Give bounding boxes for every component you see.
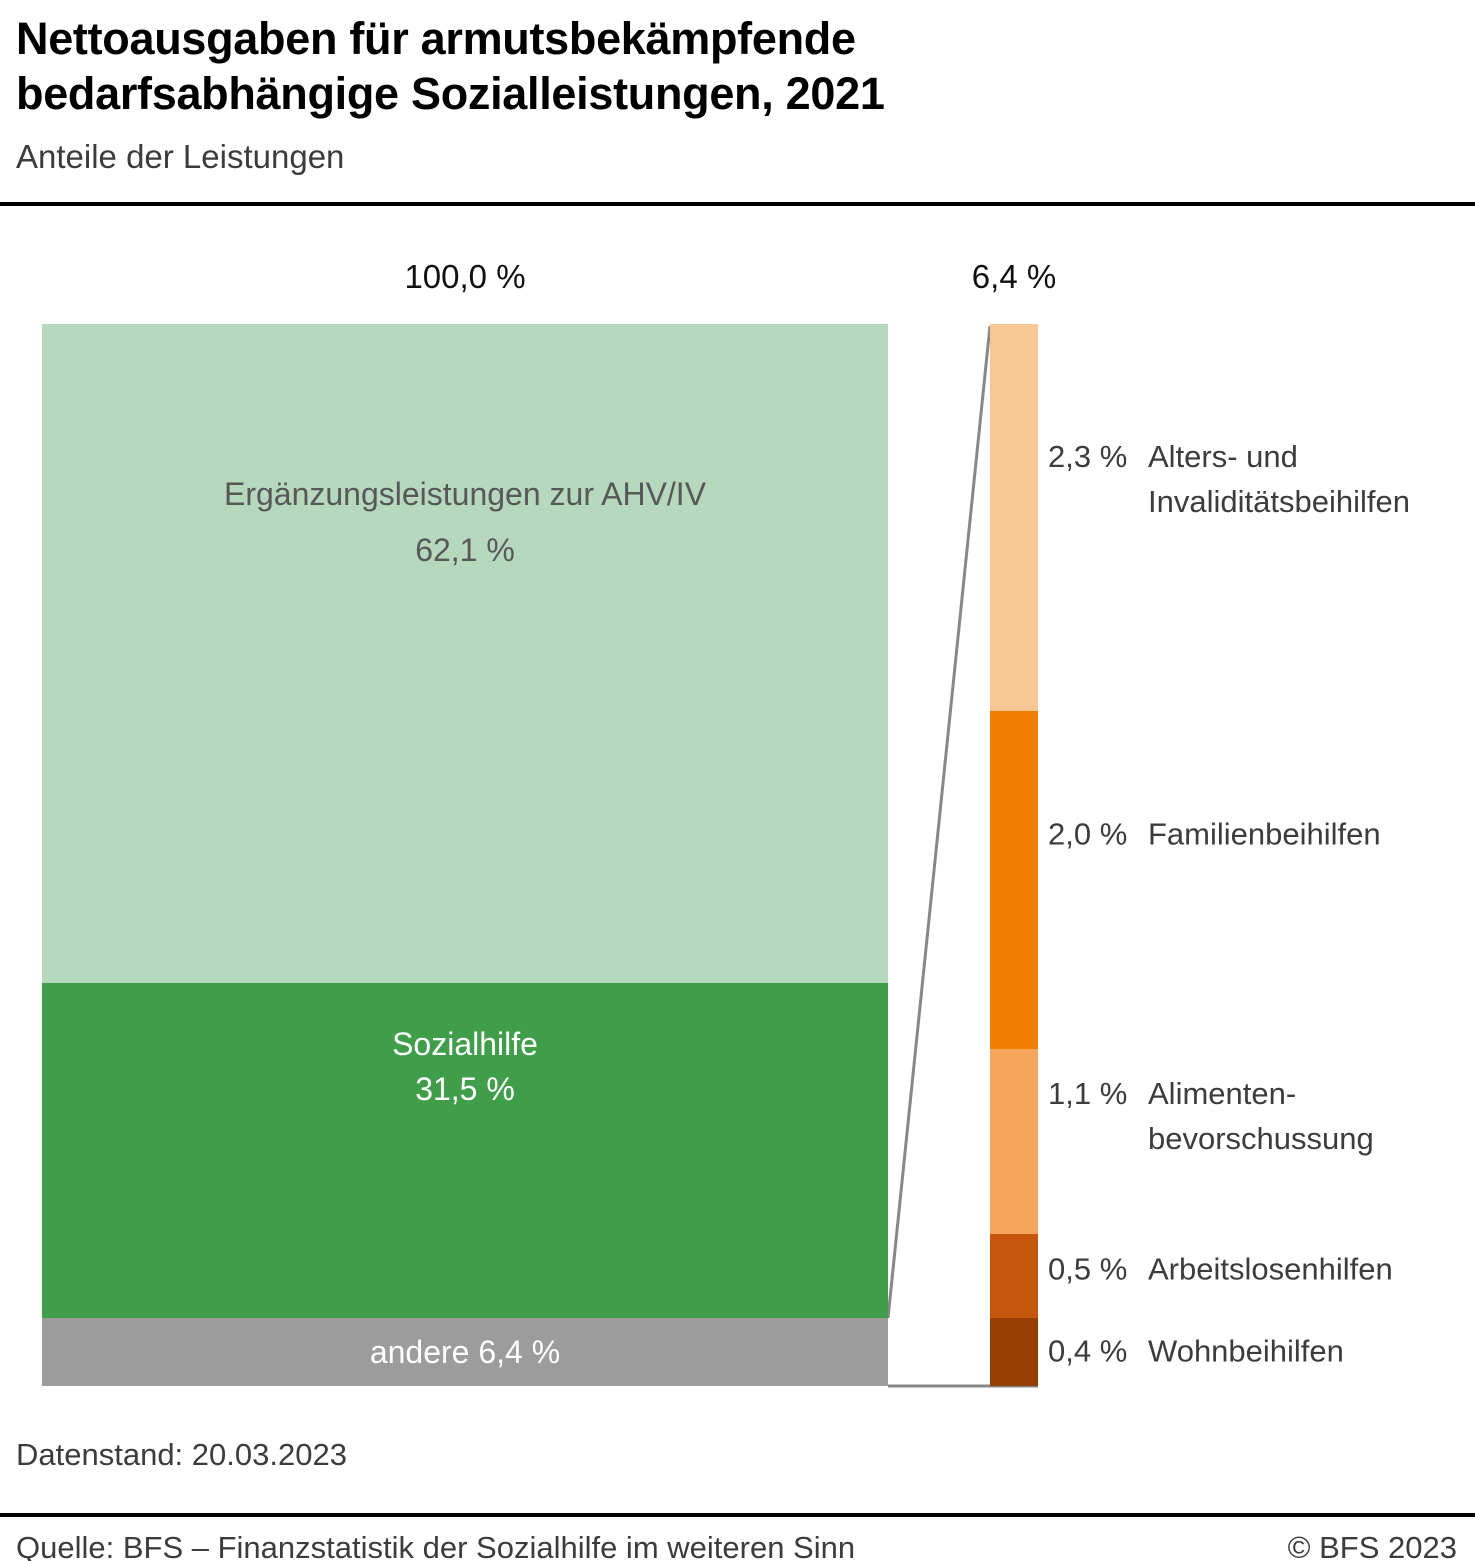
main-bar-total-label: 100,0 % (404, 257, 526, 295)
detail-segment-label-alimentenbevorschussung: 1,1 % Alimenten-bevorschussung (1048, 1072, 1374, 1162)
detail-bar-segment-alters-und-invalidit-tsbeihilfen (990, 323, 1038, 712)
detail-bar-total-label: 6,4 % (971, 257, 1057, 295)
detail-segment-name: Wohnbeihilfen (1148, 1333, 1344, 1369)
copyright-text: © BFS 2023 (1287, 1529, 1457, 1561)
main-bar-segment-label-andere: andere 6,4 % (369, 1333, 561, 1370)
detail-bar-labels: 2,3 % Alters- und Invaliditätsbeihilfen 2,0… (1048, 324, 1475, 1386)
detail-segment-name: Alters- und Invaliditätsbeihilfen (1148, 438, 1410, 519)
detail-segment-name: Alimenten-bevorschussung (1148, 1076, 1374, 1157)
chart-header: Nettoausgaben für armutsbekämpfende bedar… (0, 0, 1475, 176)
detail-segment-label-arbeitslosenhilfen: 0,5 % Arbeitslosenhilfen (1048, 1248, 1393, 1293)
main-bar-segment-label-erg-nzungsleistungen-zur-ahv-iv: Ergänzungsleistungen zur AHV/IV 62,1 % (223, 475, 707, 568)
detail-stacked-bar (990, 323, 1038, 1386)
source-text: Quelle: BFS – Finanzstatistik der Sozial… (16, 1529, 856, 1561)
detail-segment-pct: 0,4 % (1048, 1333, 1128, 1369)
chart-title-line1: Nettoausgaben für armutsbekämpfende (16, 13, 856, 64)
chart-title: Nettoausgaben für armutsbekämpfende bedar… (16, 12, 1455, 122)
detail-segment-label-familienbeihilfen: 2,0 % Familienbeihilfen (1048, 813, 1381, 858)
detail-bar-segment-familienbeihilfen (990, 711, 1038, 1049)
detail-bar-segment-wohnbeihilfen (990, 1318, 1038, 1386)
main-bar-segment-erg-nzungsleistungen-zur-ahv-iv: Ergänzungsleistungen zur AHV/IV 62,1 % (42, 323, 888, 984)
detail-bar-segment-alimentenbevorschussung (990, 1048, 1038, 1235)
detail-bar-segment-arbeitslosenhilfen (990, 1234, 1038, 1319)
detail-segment-label-alters-und-invalidit-tsbeihilfen: 2,3 % Alters- und Invaliditätsbeihilfen (1048, 435, 1410, 525)
footer: Quelle: BFS – Finanzstatistik der Sozial… (0, 1517, 1475, 1561)
detail-segment-label-wohnbeihilfen: 0,4 % Wohnbeihilfen (1048, 1330, 1344, 1375)
detail-segment-pct: 0,5 % (1048, 1251, 1128, 1287)
detail-segment-pct: 2,0 % (1048, 816, 1128, 852)
header-divider (0, 201, 1475, 206)
main-bar-segment-sozialhilfe: Sozialhilfe 31,5 % (42, 983, 888, 1318)
main-stacked-bar: Ergänzungsleistungen zur AHV/IV 62,1 % Soz… (42, 323, 888, 1386)
detail-segment-name: Arbeitslosenhilfen (1148, 1251, 1393, 1287)
detail-segment-name: Familienbeihilfen (1148, 816, 1381, 852)
chart-title-line2: bedarfsabhängige Sozialleistungen, 2021 (16, 67, 885, 119)
connector-lines (886, 325, 1038, 1388)
footer-divider (0, 1512, 1475, 1517)
connector-line-top (886, 325, 992, 1318)
detail-segment-pct: 1,1 % (1048, 1076, 1128, 1112)
chart-subtitle: Anteile der Leistungen (16, 137, 345, 175)
main-bar-segment-label-sozialhilfe: Sozialhilfe 31,5 % (392, 1026, 538, 1107)
data-status: Datenstand: 20.03.2023 (16, 1436, 347, 1472)
detail-segment-pct: 2,3 % (1048, 438, 1128, 474)
main-bar-segment-andere: andere 6,4 % (42, 1317, 888, 1386)
chart-area: 100,0 % 6,4 % Ergänzungsleistungen zur A… (0, 206, 1475, 1411)
